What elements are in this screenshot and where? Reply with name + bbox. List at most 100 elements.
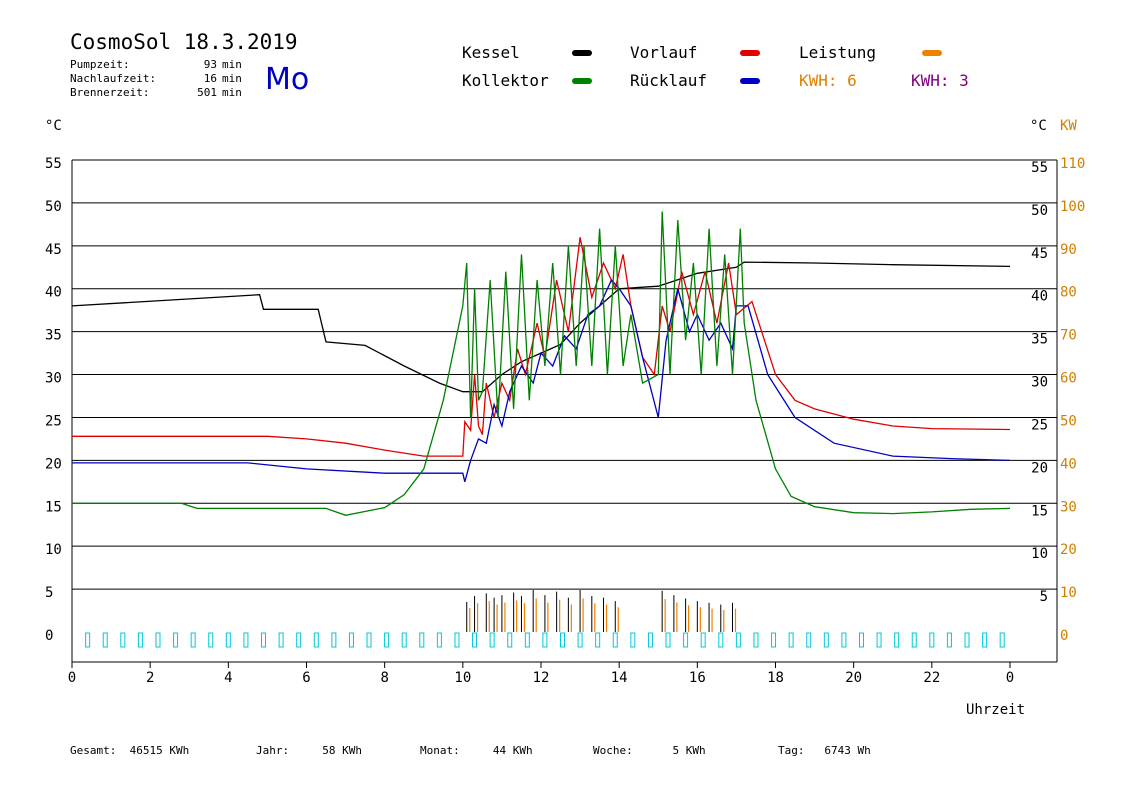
left-axis-unit: °C xyxy=(45,118,62,134)
right-axis-unit-c: °C xyxy=(1030,118,1047,134)
pump-marker xyxy=(771,632,777,648)
pump-marker xyxy=(454,632,460,648)
y-tick-right-kw: 30 xyxy=(1060,499,1077,515)
pump-marker xyxy=(296,632,302,648)
stat-pumpzeit: Pumpzeit: 93 min xyxy=(70,58,242,71)
y-tick-right-kw: 80 xyxy=(1060,285,1077,301)
pump-marker xyxy=(700,632,706,648)
x-tick-label: 16 xyxy=(689,670,706,686)
footer-woche: Woche: 5 KWh xyxy=(593,744,706,757)
pump-marker xyxy=(366,632,372,648)
pump-marker xyxy=(384,632,390,648)
pump-marker xyxy=(665,632,671,648)
legend-kessel-swatch xyxy=(572,50,592,56)
legend-leistung-swatch xyxy=(922,50,942,56)
right-axis-unit-kw: KW xyxy=(1060,118,1077,134)
x-tick-label: 0 xyxy=(68,670,76,686)
pump-marker xyxy=(489,632,495,648)
y-tick-right-c: 30 xyxy=(1031,375,1048,391)
pump-marker xyxy=(735,632,741,648)
pump-marker xyxy=(929,632,935,648)
x-tick-label: 6 xyxy=(302,670,310,686)
y-tick-left: 30 xyxy=(45,371,62,387)
legend-vorlauf-label: Vorlauf xyxy=(630,43,698,62)
pump-marker xyxy=(612,632,618,648)
pump-marker xyxy=(841,632,847,648)
y-tick-left: 20 xyxy=(45,456,62,472)
y-tick-right-c: 10 xyxy=(1031,546,1048,562)
series-kollektor xyxy=(72,211,1011,516)
pump-marker xyxy=(630,632,636,648)
y-tick-right-c: 50 xyxy=(1031,203,1048,219)
x-axis-label: Uhrzeit xyxy=(966,702,1026,718)
y-tick-right-c: 45 xyxy=(1031,246,1048,262)
y-tick-right-c: 40 xyxy=(1031,289,1048,305)
pump-marker xyxy=(524,632,530,648)
pump-marker xyxy=(225,632,231,648)
pump-marker xyxy=(507,632,513,648)
y-tick-left: 0 xyxy=(45,628,53,644)
pump-marker xyxy=(577,632,583,648)
footer-monat: Monat: 44 KWh xyxy=(420,744,533,757)
x-tick-label: 22 xyxy=(923,670,940,686)
footer-jahr: Jahr: 58 KWh xyxy=(256,744,362,757)
pump-marker xyxy=(788,632,794,648)
x-tick-label: 0 xyxy=(1006,670,1014,686)
y-tick-right-kw: 0 xyxy=(1060,628,1068,644)
legend-vorlauf-swatch xyxy=(740,50,760,56)
y-tick-left: 15 xyxy=(45,499,62,515)
y-tick-right-kw: 70 xyxy=(1060,328,1077,344)
pump-marker xyxy=(137,632,143,648)
legend-kwh-purple: KWH: 3 xyxy=(911,71,969,90)
legend-leistung-label: Leistung xyxy=(799,43,877,62)
stat-nachlaufzeit: Nachlaufzeit: 16 min xyxy=(70,72,242,85)
legend-kollektor-label: Kollektor xyxy=(462,71,549,90)
x-tick-label: 18 xyxy=(767,670,784,686)
y-tick-left: 25 xyxy=(45,413,62,429)
y-tick-left: 40 xyxy=(45,285,62,301)
y-tick-right-kw: 60 xyxy=(1060,371,1077,387)
y-tick-left: 45 xyxy=(45,242,62,258)
y-tick-right-c: 55 xyxy=(1031,160,1048,176)
series-rücklauf xyxy=(72,278,1011,482)
series-vorlauf xyxy=(72,237,1011,457)
pump-marker xyxy=(85,632,91,648)
y-tick-right-c: 25 xyxy=(1031,417,1048,433)
pump-marker xyxy=(876,632,882,648)
legend-kollektor-swatch xyxy=(572,78,592,84)
legend-kessel-label: Kessel xyxy=(462,43,520,62)
pump-marker xyxy=(683,632,689,648)
pump-marker xyxy=(261,632,267,648)
pump-marker xyxy=(858,632,864,648)
pump-marker xyxy=(823,632,829,648)
pump-marker xyxy=(894,632,900,648)
x-tick-label: 4 xyxy=(224,670,232,686)
pump-marker xyxy=(120,632,126,648)
y-tick-right-c: 35 xyxy=(1031,332,1048,348)
pump-marker xyxy=(102,632,108,648)
pump-marker xyxy=(243,632,249,648)
pump-marker xyxy=(472,632,478,648)
pump-marker xyxy=(806,632,812,648)
y-tick-right-kw: 50 xyxy=(1060,413,1077,429)
pump-marker xyxy=(313,632,319,648)
pump-marker xyxy=(542,632,548,648)
y-tick-right-kw: 20 xyxy=(1060,542,1077,558)
y-tick-left: 50 xyxy=(45,199,62,215)
legend-kwh-orange: KWH: 6 xyxy=(799,71,857,90)
y-tick-right-kw: 110 xyxy=(1060,156,1085,172)
pump-marker xyxy=(331,632,337,648)
pump-marker xyxy=(419,632,425,648)
legend-ruecklauf-swatch xyxy=(740,78,760,84)
axis-ticks: 0510152025303540455055510152025303540455… xyxy=(45,156,1085,686)
pump-marker xyxy=(559,632,565,648)
y-tick-right-c: 20 xyxy=(1031,460,1048,476)
x-tick-label: 14 xyxy=(611,670,628,686)
pump-marker xyxy=(964,632,970,648)
pump-marker xyxy=(208,632,214,648)
y-tick-right-c: 15 xyxy=(1031,503,1048,519)
pump-marker xyxy=(753,632,759,648)
footer-tag: Tag: 6743 Wh xyxy=(778,744,871,757)
pump-marker xyxy=(348,632,354,648)
